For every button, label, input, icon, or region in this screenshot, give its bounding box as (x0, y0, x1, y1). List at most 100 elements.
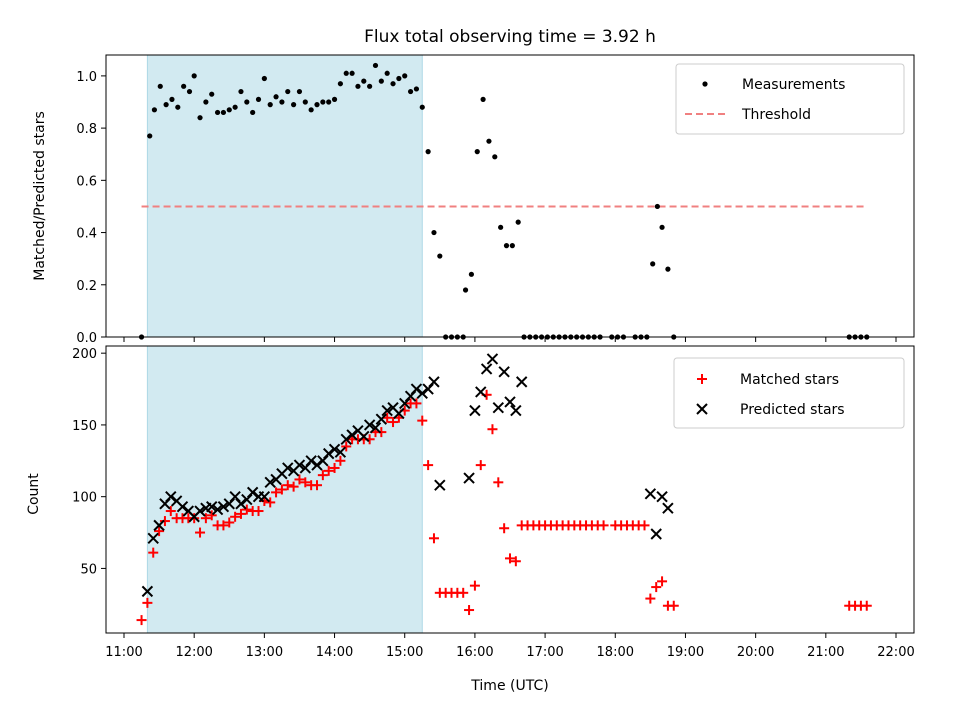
matched-star-point (475, 460, 486, 471)
matched-star-point (276, 484, 287, 495)
x-tick-label: 16:00 (456, 645, 493, 660)
measurement-point (372, 62, 379, 69)
measurement-point (308, 107, 314, 113)
matched-star-point (148, 547, 159, 558)
predicted-star-point (463, 472, 475, 484)
matched-star-point (668, 600, 679, 611)
measurement-point (361, 78, 367, 84)
matched-star-point (376, 427, 387, 438)
measurement-point (498, 224, 504, 230)
predicted-star-point (246, 486, 259, 499)
measurement-point (157, 83, 163, 89)
legend-predicted-label: Predicted stars (740, 402, 845, 418)
measurement-point (147, 133, 153, 139)
bottom-y-tick-label: 150 (72, 419, 97, 434)
measurement-point (515, 219, 521, 225)
measurement-point (407, 88, 414, 95)
measurement-point (396, 75, 402, 82)
matched-star-point (265, 497, 276, 508)
predicted-star-point (176, 501, 189, 513)
measurement-point (232, 104, 238, 110)
x-tick-label: 22:00 (877, 645, 914, 660)
measurement-point (654, 203, 660, 210)
predicted-star-point (469, 404, 481, 417)
measurement-point (320, 99, 326, 105)
predicted-star-point (258, 490, 271, 503)
measurement-point (462, 287, 469, 293)
top-plot-frame (105, 54, 915, 338)
bottom-y-tick-label: 50 (80, 562, 97, 577)
top-y-axis-label: Matched/Predicted stars (32, 111, 48, 281)
matched-star-point (341, 441, 352, 452)
measurement-point (175, 104, 181, 110)
matched-star-point (645, 593, 656, 604)
x-tick-label: 14:00 (316, 645, 353, 660)
predicted-star-point (650, 528, 662, 540)
top-panel: Flux total observing time = 3.92 h Match… (32, 27, 915, 346)
measurement-point (665, 266, 671, 272)
matched-star-point (271, 487, 282, 498)
bottom-panel: Count Time (UTC) 50 100 150 200 11:00 12:00 1… (26, 345, 915, 694)
x-tick-label: 12:00 (175, 645, 212, 660)
bottom-legend (673, 357, 905, 429)
predicted-star-point (235, 498, 247, 510)
predicted-star-point (434, 479, 446, 491)
predicted-star-point (393, 407, 405, 420)
measurement-point (302, 99, 308, 105)
x-tick-label: 20:00 (737, 645, 774, 660)
measurement-point (163, 102, 169, 108)
matched-star-point (312, 480, 322, 491)
matched-star-point (464, 605, 475, 616)
legend-predicted-marker (696, 403, 708, 415)
measurement-point (492, 154, 498, 160)
measurement-point (191, 73, 197, 79)
matched-star-point (294, 474, 305, 485)
measurement-point (255, 96, 262, 102)
predicted-star-point (217, 501, 230, 513)
measurement-point (209, 91, 215, 97)
matched-star-point (142, 597, 153, 608)
matched-star-point (417, 415, 428, 426)
matched-star-point (651, 582, 662, 593)
measurement-point (486, 138, 492, 144)
matched-star-point (423, 460, 434, 471)
matched-star-point (165, 506, 176, 517)
measurement-point (296, 88, 303, 95)
matched-star-point (657, 576, 668, 587)
chart-title: Flux total observing time = 3.92 h (364, 27, 656, 47)
legend-threshold-label: Threshold (741, 107, 811, 123)
matched-star-point (253, 506, 264, 517)
x-tick-label: 13:00 (246, 645, 283, 660)
measurement-point (197, 115, 203, 121)
matched-star-point (300, 477, 311, 488)
measurement-point (151, 107, 158, 113)
matched-star-point (388, 417, 399, 428)
predicted-star-point (510, 404, 522, 417)
matched-star-point (241, 504, 252, 515)
measurement-point (226, 107, 232, 113)
measurement-point (650, 261, 656, 267)
predicted-star-point (416, 387, 428, 400)
predicted-star-point (498, 366, 510, 378)
matched-star-point (861, 600, 872, 611)
x-tick-label: 15:00 (386, 645, 423, 660)
matched-star-point (195, 527, 206, 538)
x-tick-label: 18:00 (597, 645, 634, 660)
matched-star-point (505, 553, 515, 564)
measurement-point (468, 271, 474, 277)
matched-star-point (469, 580, 480, 591)
measurement-point (279, 99, 285, 105)
predicted-star-point (165, 490, 177, 503)
measurement-point (291, 102, 297, 108)
predicted-star-point (480, 363, 493, 375)
matched-star-point (282, 480, 293, 491)
matched-star-point (323, 465, 334, 476)
bottom-y-axis-label: Count (26, 473, 42, 515)
measurement-point (390, 81, 396, 87)
x-tick-label: 19:00 (667, 645, 704, 660)
predicted-star-point (206, 501, 218, 513)
measurement-point (326, 99, 332, 105)
measurement-point (659, 224, 665, 230)
bottom-y-tick-label: 200 (72, 347, 97, 362)
